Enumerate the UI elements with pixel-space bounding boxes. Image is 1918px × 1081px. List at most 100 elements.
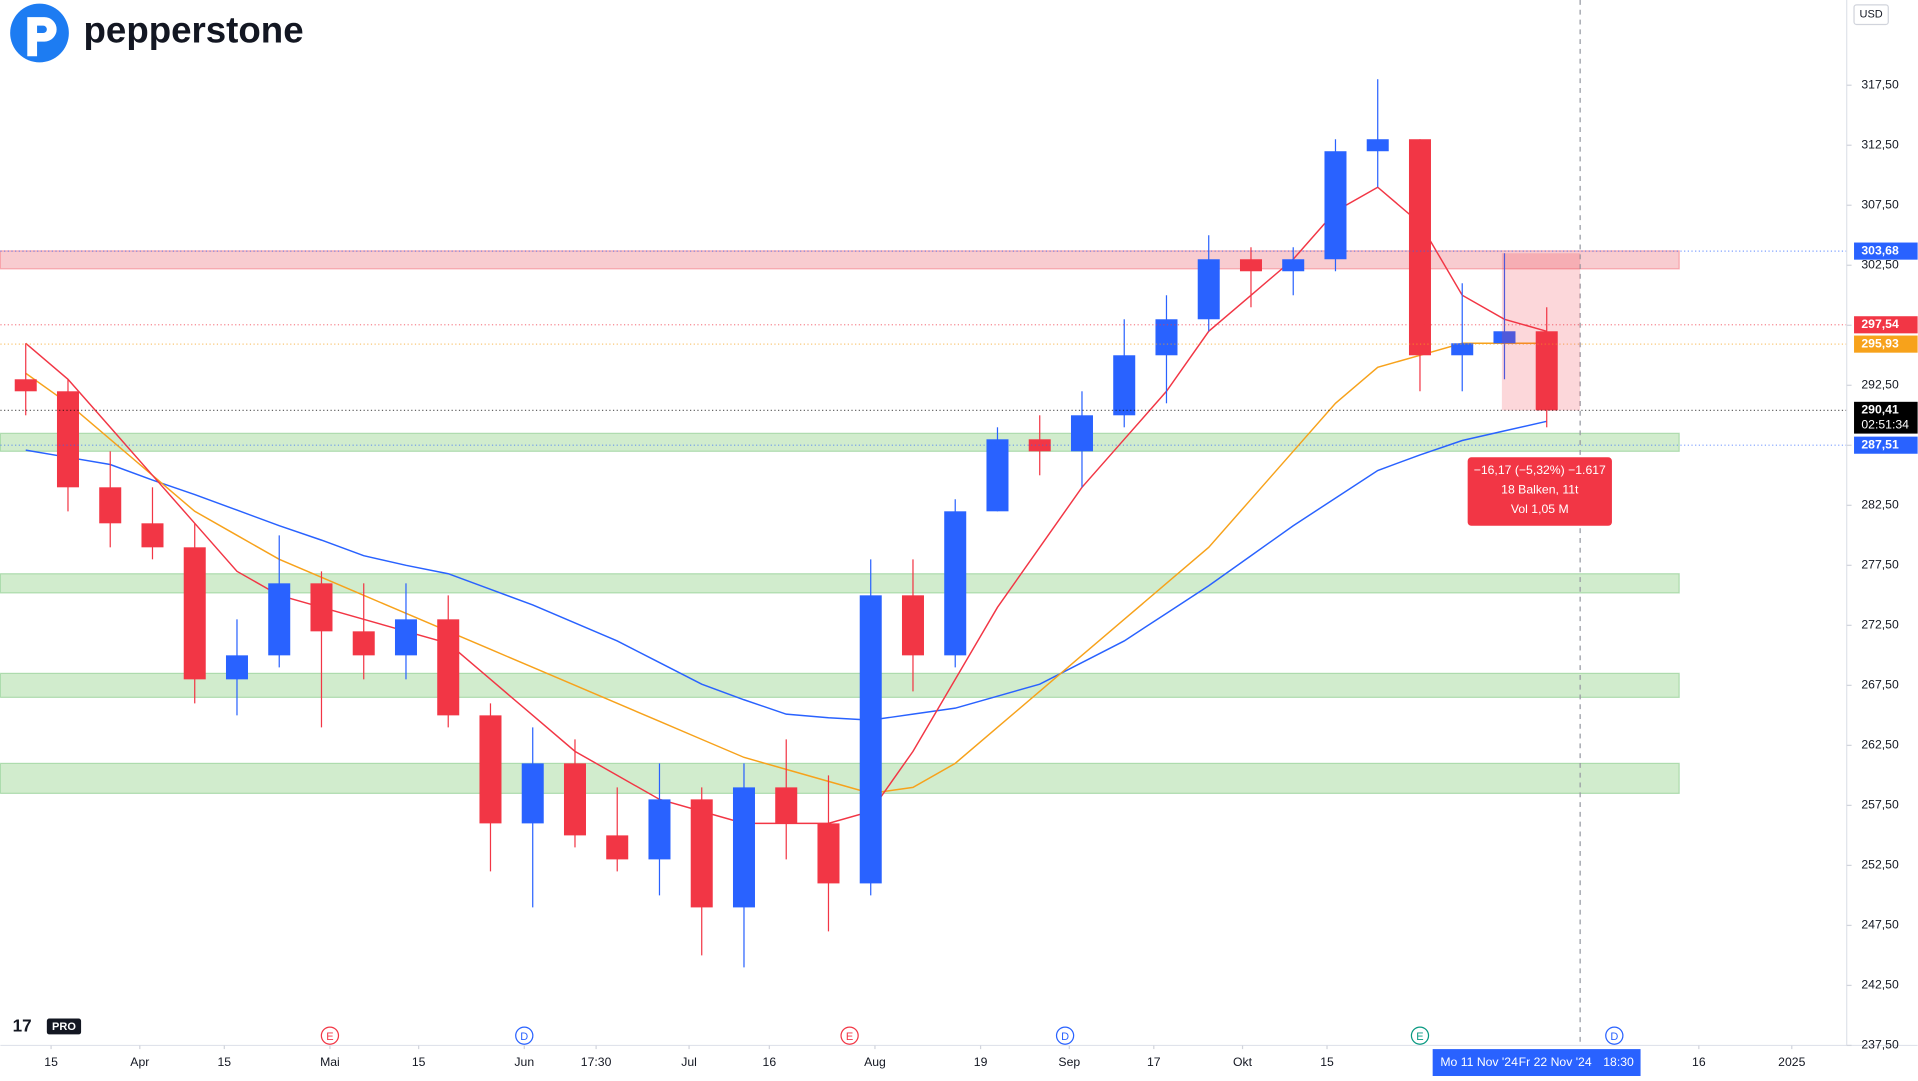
x-tick-label: Jul bbox=[681, 1055, 697, 1069]
price-label: 295,93 bbox=[1861, 336, 1899, 350]
candle-body bbox=[690, 799, 713, 908]
x-tick-label: 15 bbox=[1320, 1055, 1334, 1069]
candle-body bbox=[1155, 319, 1178, 356]
price-label-bg bbox=[1854, 436, 1918, 454]
price-label-bg bbox=[1854, 401, 1918, 434]
candle-body bbox=[817, 823, 840, 884]
y-tick-label: 242,50 bbox=[1861, 978, 1899, 992]
y-tick-label: 247,50 bbox=[1861, 918, 1899, 932]
candle-body bbox=[1324, 151, 1347, 260]
candle-body bbox=[521, 763, 544, 824]
y-tick-label: 252,50 bbox=[1861, 858, 1899, 872]
x-range-label: Mo 11 Nov '24 bbox=[1440, 1055, 1518, 1069]
y-tick-label: 237,50 bbox=[1861, 1038, 1899, 1052]
candle-body bbox=[141, 523, 164, 548]
measure-text: Vol 1,05 M bbox=[1511, 502, 1569, 516]
x-range-label: Fr 22 Nov '24 bbox=[1519, 1055, 1592, 1069]
price-label-bg bbox=[1854, 242, 1918, 260]
measure-text: −16,17 (−5,32%) −1.617 bbox=[1474, 463, 1606, 477]
y-tick-label: 317,50 bbox=[1861, 77, 1899, 91]
measure-range bbox=[1501, 253, 1581, 411]
moving-average bbox=[25, 420, 1547, 721]
candle-body bbox=[986, 439, 1009, 512]
zone bbox=[0, 432, 1680, 452]
y-tick-label: 272,50 bbox=[1861, 618, 1899, 632]
currency-box[interactable] bbox=[1853, 4, 1889, 26]
event-marker bbox=[320, 1026, 340, 1045]
zone bbox=[0, 672, 1680, 698]
badge-bg bbox=[46, 1018, 82, 1035]
candle-body bbox=[775, 787, 798, 824]
candle-body bbox=[606, 835, 629, 860]
event-label: D bbox=[520, 1031, 528, 1043]
x-tick-label: Jun bbox=[514, 1055, 534, 1069]
brand: pepperstone bbox=[84, 10, 304, 51]
price-label: 290,41 bbox=[1861, 403, 1899, 417]
y-tick-label: 267,50 bbox=[1861, 678, 1899, 692]
price-label-bg bbox=[1854, 335, 1918, 353]
tv-badge: 17 PRO bbox=[13, 1017, 82, 1036]
event-marker bbox=[1055, 1026, 1075, 1045]
currency: USD bbox=[1860, 9, 1883, 21]
candle-body bbox=[1493, 331, 1516, 344]
tv-mark: 17 bbox=[13, 1017, 32, 1036]
candle-body bbox=[648, 799, 671, 860]
x-tick-label: 17:30 bbox=[581, 1055, 612, 1069]
y-tick-label: 262,50 bbox=[1861, 738, 1899, 752]
price-label: 303,68 bbox=[1861, 243, 1899, 257]
candle-body bbox=[268, 583, 291, 656]
candle-body bbox=[1239, 259, 1262, 272]
event-marker bbox=[1605, 1026, 1624, 1045]
candle-body bbox=[1282, 259, 1305, 272]
plot bbox=[0, 79, 1847, 968]
candle-body bbox=[859, 595, 882, 884]
event-marker bbox=[840, 1026, 859, 1045]
x-tick-label: 19 bbox=[974, 1055, 988, 1069]
candle-body bbox=[310, 583, 333, 632]
y-tick-label: 302,50 bbox=[1861, 257, 1899, 271]
event-label: E bbox=[1416, 1031, 1423, 1043]
candle-body bbox=[183, 547, 206, 680]
candle-body bbox=[99, 487, 122, 524]
x-tick-label: 16 bbox=[763, 1055, 777, 1069]
candle-body bbox=[1070, 415, 1093, 452]
x-range-highlight bbox=[1432, 1049, 1641, 1076]
y-tick-label: 292,50 bbox=[1861, 378, 1899, 392]
badge-text: PRO bbox=[52, 1021, 76, 1033]
candle-body bbox=[394, 619, 417, 656]
y-tick-label: 282,50 bbox=[1861, 498, 1899, 512]
price-label-bg bbox=[1854, 316, 1918, 334]
candle-body bbox=[1408, 139, 1431, 356]
event-label: E bbox=[846, 1031, 853, 1043]
candle-body bbox=[563, 763, 586, 836]
candle-body bbox=[1535, 331, 1558, 411]
y-tick-label: 307,50 bbox=[1861, 197, 1899, 211]
candle-body bbox=[1451, 343, 1474, 356]
y-tick-label: 257,50 bbox=[1861, 798, 1899, 812]
y-tick-label: 312,50 bbox=[1861, 137, 1899, 151]
countdown: 02:51:34 bbox=[1861, 417, 1909, 431]
measure-text: 18 Balken, 11t bbox=[1501, 483, 1579, 497]
candle-body bbox=[14, 379, 37, 392]
event-label: E bbox=[326, 1031, 333, 1043]
x-tick-label: 15 bbox=[412, 1055, 426, 1069]
price-label: 297,54 bbox=[1861, 317, 1899, 331]
candle-body bbox=[352, 631, 375, 656]
candle-body bbox=[479, 715, 502, 824]
event-label: D bbox=[1061, 1031, 1069, 1043]
candle-body bbox=[732, 787, 755, 908]
candle-body bbox=[437, 619, 460, 716]
x-tick-label: Aug bbox=[864, 1055, 886, 1069]
x-tick-label: 15 bbox=[218, 1055, 232, 1069]
x-tick-label: Sep bbox=[1058, 1055, 1080, 1069]
candle-body bbox=[225, 655, 248, 680]
x-range-label: 18:30 bbox=[1603, 1055, 1634, 1069]
zone bbox=[0, 762, 1680, 794]
candle-body bbox=[901, 595, 924, 656]
event-marker bbox=[515, 1026, 534, 1045]
x-tick-label: 17 bbox=[1147, 1055, 1161, 1069]
price-label: 287,51 bbox=[1861, 437, 1899, 451]
x-tick-label: Mai bbox=[320, 1055, 340, 1069]
candle-body bbox=[1366, 139, 1389, 152]
